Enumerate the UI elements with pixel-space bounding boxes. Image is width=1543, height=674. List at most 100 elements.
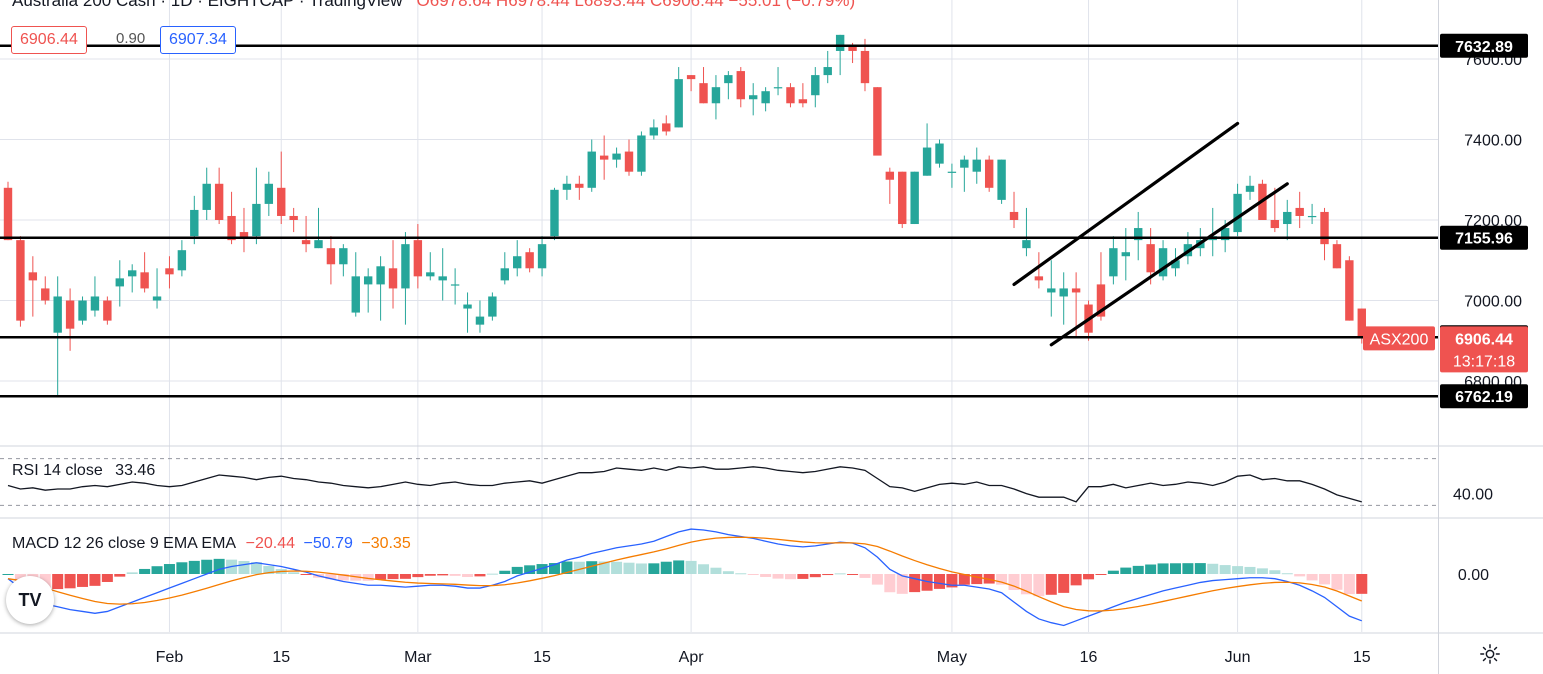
candle-body: [1295, 207, 1304, 216]
candle-body: [773, 87, 783, 89]
candle-body: [103, 300, 112, 321]
macd-histogram-bar: [996, 574, 1008, 585]
candle-body: [500, 268, 509, 281]
macd-histogram-bar: [176, 562, 188, 574]
macd-histogram-bar: [263, 565, 275, 574]
macd-histogram-bar: [1095, 574, 1107, 575]
candle-body: [910, 171, 919, 225]
symbol-title: Australia 200 Cash · 1D · EIGHTCAP · Tra…: [12, 0, 855, 11]
macd-legend-hist: −20.44: [245, 535, 296, 552]
candle-body: [177, 250, 187, 271]
macd-histogram-bar: [1008, 574, 1020, 591]
candle-body: [376, 266, 385, 285]
macd-histogram-bar: [623, 562, 635, 574]
candle-body: [599, 155, 609, 160]
candle-body: [984, 159, 994, 188]
candle-body: [450, 284, 460, 286]
macd-histogram-bar: [375, 574, 387, 580]
candle-body: [898, 171, 907, 225]
candle-body: [1332, 244, 1342, 269]
candle-body: [3, 187, 13, 241]
candle-body: [41, 288, 50, 301]
candle-body: [1134, 228, 1143, 241]
level-price-tag: [1440, 33, 1528, 58]
macd-histogram-bar: [399, 574, 411, 579]
macd-histogram-bar: [1343, 574, 1355, 595]
gear-icon[interactable]: [1479, 643, 1501, 665]
candle-body: [1034, 276, 1044, 281]
candle-body: [426, 272, 435, 277]
macd-histogram-bar: [722, 571, 734, 574]
macd-histogram-bar: [89, 574, 101, 586]
candle-body: [128, 270, 137, 277]
macd-histogram-bar: [1306, 574, 1318, 581]
macd-histogram-bar: [1107, 570, 1119, 574]
x-tick-label: Mar: [404, 649, 432, 666]
level-price-tag: [1440, 384, 1528, 409]
current-price-tag: [1440, 326, 1528, 373]
candle-body: [252, 203, 261, 237]
macd-histogram-bar: [921, 574, 933, 591]
macd-histogram-bar: [611, 561, 623, 574]
candle-body: [401, 244, 410, 289]
candle-body: [1047, 288, 1056, 293]
countdown-label: 13:17:18: [1453, 353, 1515, 370]
candle-body: [1158, 248, 1168, 277]
tradingview-logo[interactable]: TV: [6, 576, 54, 624]
candle-body: [277, 187, 286, 216]
rsi-legend[interactable]: RSI 14 close 33.46: [12, 462, 155, 480]
macd-histogram-bar: [735, 573, 747, 575]
candle-body: [1096, 284, 1106, 317]
macd-histogram-bar: [1356, 574, 1368, 594]
macd-histogram-bar: [958, 574, 970, 585]
candle-body: [761, 91, 770, 104]
macd-histogram-bar: [362, 574, 374, 581]
candle-body: [699, 83, 708, 104]
candle-body: [227, 215, 236, 241]
candle-body: [1270, 220, 1280, 229]
macd-histogram-bar: [1169, 563, 1181, 574]
macd-legend[interactable]: MACD 12 26 close 9 EMA EMA −20.44 −50.79…: [12, 535, 411, 553]
candle-body: [798, 99, 808, 104]
macd-histogram-bar: [1207, 563, 1219, 574]
candle-body: [1245, 185, 1255, 192]
macd-histogram-bar: [1145, 564, 1157, 574]
candle-body: [736, 71, 745, 100]
bid-price-button[interactable]: 6906.44: [11, 26, 87, 54]
macd-histogram-bar: [1194, 563, 1206, 574]
macd-histogram-bar: [1281, 573, 1293, 575]
rsi-legend-name: RSI 14 close: [12, 462, 103, 479]
macd-histogram-bar: [499, 570, 511, 574]
candle-body: [1022, 240, 1031, 249]
macd-histogram-bar: [1219, 565, 1231, 574]
candle-body: [835, 34, 845, 51]
macd-histogram-bar: [2, 574, 14, 575]
macd-histogram-bar: [1070, 574, 1082, 586]
macd-histogram-bar: [524, 565, 536, 574]
candle-body: [823, 67, 832, 76]
macd-histogram-bar: [784, 574, 796, 580]
candle-body: [513, 256, 522, 269]
macd-legend-macd: −50.79: [303, 535, 353, 552]
macd-histogram-bar: [77, 574, 89, 587]
candle-body: [363, 276, 373, 285]
macd-histogram-bar: [139, 568, 151, 574]
macd-histogram-bar: [710, 567, 722, 574]
candle-body: [1071, 288, 1081, 293]
candle-body: [190, 209, 199, 237]
x-tick-label: 15: [272, 649, 290, 666]
macd-histogram-bar: [474, 574, 486, 577]
y-tick-label: 7000.00: [1464, 294, 1522, 311]
candle-body: [637, 135, 646, 172]
macd-histogram-bar: [822, 574, 834, 576]
candle-body: [463, 304, 472, 309]
macd-histogram-bar: [449, 574, 461, 576]
candle-body: [1357, 308, 1366, 339]
macd-histogram-bar: [151, 566, 163, 574]
candle-body: [662, 123, 671, 132]
candle-body: [885, 171, 895, 180]
macd-histogram-bar: [437, 574, 449, 576]
macd-histogram-bar: [772, 574, 784, 579]
ask-price-button[interactable]: 6907.34: [160, 26, 236, 54]
